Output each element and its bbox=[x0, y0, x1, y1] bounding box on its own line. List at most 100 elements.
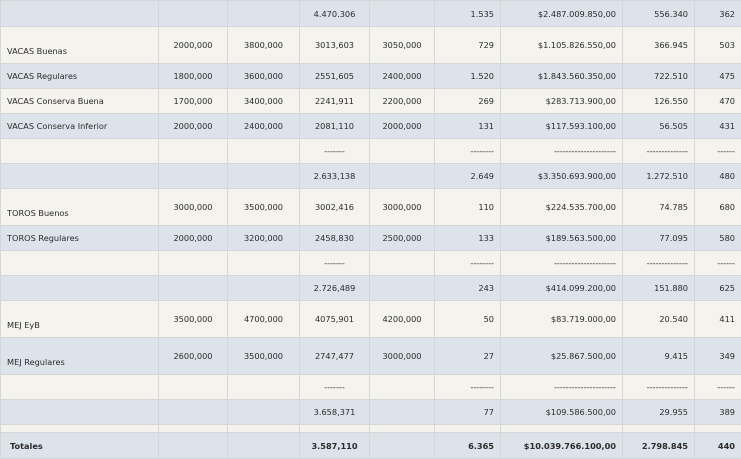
cell-value-b: 3500,000 bbox=[227, 188, 300, 226]
cell-reference: 3050,000 bbox=[369, 26, 435, 64]
cell-amount: $3.350.693.900,00 bbox=[500, 163, 623, 189]
cell-weight bbox=[622, 424, 695, 433]
cell-head-count: -------- bbox=[434, 250, 501, 276]
table-row: ------- -------- --------------------- ----… bbox=[0, 250, 741, 276]
cell-value-b: 3800,000 bbox=[227, 26, 300, 64]
cell-price-per-kg: 580 bbox=[694, 225, 741, 251]
cell-head-count: 133 bbox=[434, 225, 501, 251]
cell-weight: 2.798.845 bbox=[622, 432, 695, 459]
cell-head-count: 110 bbox=[434, 188, 501, 226]
table-row: 2.633,138 2.649 $3.350.693.900,00 1.272.510… bbox=[0, 163, 741, 189]
cell-reference bbox=[369, 0, 435, 27]
cell-head-count: 6.365 bbox=[434, 432, 501, 459]
cell-head-count: 131 bbox=[434, 113, 501, 139]
cell-average: 2551,605 bbox=[299, 63, 370, 89]
cell-price-per-kg: 431 bbox=[694, 113, 741, 139]
cell-value-b: 3200,000 bbox=[227, 225, 300, 251]
cell-price-per-kg: 470 bbox=[694, 88, 741, 114]
cell-average: 3.658,371 bbox=[299, 399, 370, 425]
cell-row-label: VACAS Regulares bbox=[0, 63, 159, 89]
cell-amount: $10.039.766.100,00 bbox=[500, 432, 623, 459]
cell-weight: 9.415 bbox=[622, 337, 695, 375]
cell-row-label: VACAS Conserva Inferior bbox=[0, 113, 159, 139]
cell-amount: $117.593.100,00 bbox=[500, 113, 623, 139]
cell-value-a bbox=[158, 424, 228, 433]
cell-weight: -------------- bbox=[622, 374, 695, 400]
cell-weight: 722.510 bbox=[622, 63, 695, 89]
cell-price-per-kg: 475 bbox=[694, 63, 741, 89]
table-row: VACAS Regulares 1800,000 3600,000 2551,605 2… bbox=[0, 63, 741, 89]
cell-average: ------- bbox=[299, 374, 370, 400]
cell-row-label bbox=[0, 424, 159, 433]
cell-value-b bbox=[227, 432, 300, 459]
cell-value-a bbox=[158, 250, 228, 276]
cell-reference: 2000,000 bbox=[369, 113, 435, 139]
cell-weight: 126.550 bbox=[622, 88, 695, 114]
cell-reference bbox=[369, 163, 435, 189]
table-row: 3.658,371 77 $109.586.500,00 29.955 389 bbox=[0, 399, 741, 425]
cell-value-b bbox=[227, 0, 300, 27]
cell-head-count bbox=[434, 424, 501, 433]
cell-value-a bbox=[158, 432, 228, 459]
cell-head-count: -------- bbox=[434, 374, 501, 400]
cell-row-label bbox=[0, 163, 159, 189]
cell-amount: $283.713.900,00 bbox=[500, 88, 623, 114]
cell-reference bbox=[369, 374, 435, 400]
cell-value-a: 2600,000 bbox=[158, 337, 228, 375]
cell-reference bbox=[369, 138, 435, 164]
table-row bbox=[0, 424, 741, 433]
cell-head-count: 1.535 bbox=[434, 0, 501, 27]
cell-value-b bbox=[227, 399, 300, 425]
cell-value-a bbox=[158, 163, 228, 189]
cell-average: 2747,477 bbox=[299, 337, 370, 375]
cell-average: ------- bbox=[299, 138, 370, 164]
cell-amount: $1.105.826.550,00 bbox=[500, 26, 623, 64]
table-row: MEJ EyB 3500,000 4700,000 4075,901 4200,000 5… bbox=[0, 300, 741, 338]
cell-amount: $224.535.700,00 bbox=[500, 188, 623, 226]
cell-reference bbox=[369, 250, 435, 276]
cell-price-per-kg: 480 bbox=[694, 163, 741, 189]
cell-head-count: 27 bbox=[434, 337, 501, 375]
cell-amount: $414.099.200,00 bbox=[500, 275, 623, 301]
cell-value-b bbox=[227, 138, 300, 164]
cell-amount: $2.487.009.850,00 bbox=[500, 0, 623, 27]
cell-average: 2081,110 bbox=[299, 113, 370, 139]
table-row: VACAS Conserva Inferior 2000,000 2400,000 2… bbox=[0, 113, 741, 139]
cell-average: 2.726,489 bbox=[299, 275, 370, 301]
cell-reference: 4200,000 bbox=[369, 300, 435, 338]
cell-weight: -------------- bbox=[622, 250, 695, 276]
cell-reference: 3000,000 bbox=[369, 337, 435, 375]
cell-value-b bbox=[227, 424, 300, 433]
cell-head-count: 50 bbox=[434, 300, 501, 338]
cell-weight: 366.945 bbox=[622, 26, 695, 64]
cell-value-b bbox=[227, 250, 300, 276]
cell-value-b: 3600,000 bbox=[227, 63, 300, 89]
cell-price-per-kg: 680 bbox=[694, 188, 741, 226]
table-row: VACAS Buenas 2000,000 3800,000 3013,603 3050… bbox=[0, 26, 741, 64]
cell-amount bbox=[500, 424, 623, 433]
cell-average: 2458,830 bbox=[299, 225, 370, 251]
cell-row-label: MEJ EyB bbox=[0, 300, 159, 338]
cell-value-a bbox=[158, 399, 228, 425]
cell-head-count: 243 bbox=[434, 275, 501, 301]
cell-average: 2.633,138 bbox=[299, 163, 370, 189]
cell-amount: $109.586.500,00 bbox=[500, 399, 623, 425]
cell-value-a: 2000,000 bbox=[158, 225, 228, 251]
totals-row: Totales 3.587,110 6.365 $10.039.766.100,00 2… bbox=[0, 432, 741, 459]
cell-value-b: 3400,000 bbox=[227, 88, 300, 114]
cell-average: 3.587,110 bbox=[299, 432, 370, 459]
cell-value-a: 2000,000 bbox=[158, 26, 228, 64]
cell-value-a bbox=[158, 138, 228, 164]
cell-reference: 2400,000 bbox=[369, 63, 435, 89]
table-row: ------- -------- --------------------- ----… bbox=[0, 138, 741, 164]
cell-value-b bbox=[227, 275, 300, 301]
cell-weight: -------------- bbox=[622, 138, 695, 164]
cell-average: 4.470.306 bbox=[299, 0, 370, 27]
cell-value-a: 1700,000 bbox=[158, 88, 228, 114]
cell-head-count: 1.520 bbox=[434, 63, 501, 89]
cell-amount: --------------------- bbox=[500, 138, 623, 164]
table-row: 2.726,489 243 $414.099.200,00 151.880 625 bbox=[0, 275, 741, 301]
cell-reference bbox=[369, 424, 435, 433]
cell-reference: 2200,000 bbox=[369, 88, 435, 114]
cell-row-label bbox=[0, 250, 159, 276]
